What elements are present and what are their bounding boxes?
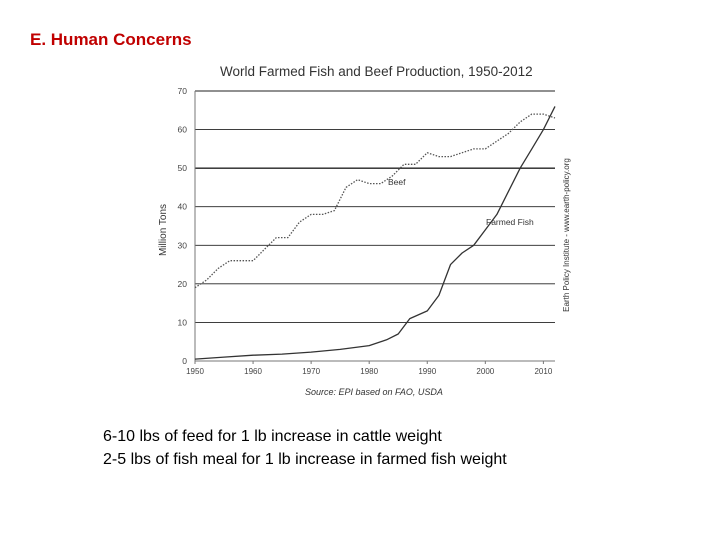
series-label-beef: Beef [388, 177, 406, 187]
tick-labels: 0 10 20 30 40 50 60 70 1950 1960 1970 1980 1990 2000 2… [178, 86, 553, 376]
body-text: 6-10 lbs of feed for 1 lb increase in ca… [103, 425, 507, 471]
x-tick-label: 2000 [476, 367, 494, 376]
y-tick-label: 10 [178, 317, 188, 327]
chart: 0 10 20 30 40 50 60 70 1950 1960 1970 1980 1990 2000 2… [150, 55, 580, 400]
x-tick-label: 2010 [534, 367, 552, 376]
x-tick-label: 1990 [418, 367, 436, 376]
y-tick-label: 60 [178, 125, 188, 135]
line-chart: 0 10 20 30 40 50 60 70 1950 1960 1970 1980 1990 2000 2… [158, 64, 571, 397]
x-tick-label: 1980 [360, 367, 378, 376]
series-label-farmed-fish: Farmed Fish [486, 217, 534, 227]
source-note: Source: EPI based on FAO, USDA [305, 387, 443, 397]
gridlines [195, 90, 555, 323]
axes [194, 91, 555, 364]
y-tick-label: 0 [182, 356, 187, 366]
x-tick-label: 1950 [186, 367, 204, 376]
x-tick-label: 1960 [244, 367, 262, 376]
y-tick-label: 50 [178, 163, 188, 173]
credit-note: Earth Policy Institute - www.earth-polic… [562, 158, 571, 312]
y-tick-label: 30 [178, 240, 188, 250]
slide-title: E. Human Concerns [30, 30, 192, 49]
series-lines [194, 106, 556, 360]
series-line-beef [194, 113, 556, 289]
y-tick-label: 40 [178, 202, 188, 212]
chart-title: World Farmed Fish and Beef Production, 1… [220, 64, 533, 79]
y-tick-label: 20 [178, 279, 188, 289]
x-tick-label: 1970 [302, 367, 320, 376]
bullet-line-1: 6-10 lbs of feed for 1 lb increase in ca… [103, 428, 442, 445]
y-tick-label: 70 [178, 86, 188, 96]
bullet-line-2: 2-5 lbs of fish meal for 1 lb increase i… [103, 451, 507, 468]
series-line-farmed-fish [194, 106, 556, 360]
y-axis-label: Million Tons [158, 204, 169, 256]
